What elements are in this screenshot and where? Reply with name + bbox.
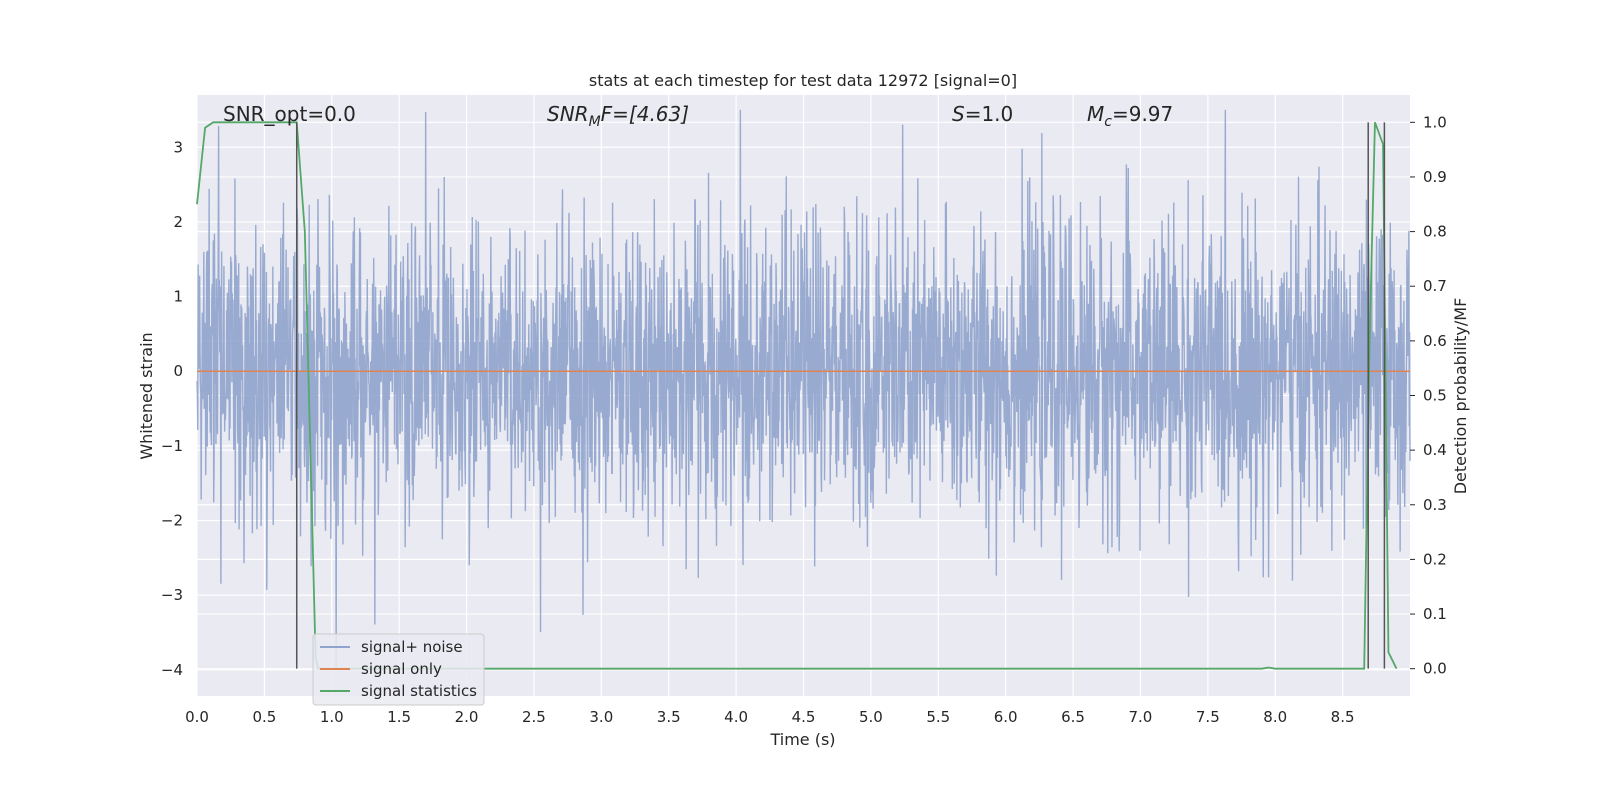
- x-tick-label: 4.5: [792, 708, 816, 726]
- annotation-s: S=1.0: [952, 102, 1013, 126]
- x-tick-label: 4.0: [724, 708, 748, 726]
- legend-label-noise: signal+ noise: [361, 638, 463, 656]
- y2-tick-label: 0.2: [1423, 550, 1447, 568]
- x-tick-label: 2.5: [522, 708, 546, 726]
- x-tick-label: 6.5: [1061, 708, 1085, 726]
- y-tick-label: 1: [173, 288, 183, 306]
- y2-tick-label: 0.5: [1423, 387, 1447, 405]
- annotation-mc: Mc=9.97: [1087, 102, 1173, 130]
- x-tick-label: 3.0: [589, 708, 613, 726]
- x-tick-label: 3.5: [657, 708, 681, 726]
- y-tick-label: 0: [173, 362, 183, 380]
- x-tick-label: 7.0: [1129, 708, 1153, 726]
- y2-tick-label: 0.6: [1423, 332, 1447, 350]
- annotation-snr-mf-sub: M: [589, 114, 601, 130]
- y2-tick-label: 0.7: [1423, 277, 1447, 295]
- annotation-s-main: S: [952, 102, 965, 126]
- y-axis-label: Whitened strain: [137, 332, 156, 459]
- y2-tick-label: 0.0: [1423, 660, 1447, 678]
- annotation-snr-mf: SNRMF=[4.63]: [547, 102, 689, 130]
- annotation-mc-rest: =9.97: [1112, 102, 1173, 126]
- legend: signal+ noise signal only signal statist…: [312, 633, 485, 706]
- annotation-s-rest: =1.0: [965, 102, 1014, 126]
- x-tick-label: 2.0: [455, 708, 479, 726]
- y-tick-labels: 3 2 1 0 −1 −2 −3 −4: [161, 138, 183, 679]
- x-tick-label: 0.5: [252, 708, 276, 726]
- y2-tick-label: 0.9: [1423, 168, 1447, 186]
- y-tick-label: −3: [161, 586, 183, 604]
- y2-tick-label: 1.0: [1423, 113, 1447, 131]
- signal-noise-series: [196, 109, 1411, 670]
- x-tick-label: 8.0: [1263, 708, 1287, 726]
- noise-trace: [196, 109, 1411, 670]
- x-tick-label: 1.5: [387, 708, 411, 726]
- x-tick-label: 8.5: [1331, 708, 1355, 726]
- y2-tick-label: 0.1: [1423, 605, 1447, 623]
- chart-title: stats at each timestep for test data 129…: [589, 71, 1017, 90]
- x-tick-label: 5.0: [859, 708, 883, 726]
- annotation-snr-opt: SNR_opt=0.0: [223, 102, 356, 126]
- y2-tick-label: 0.8: [1423, 223, 1447, 241]
- annotation-mc-sub: c: [1104, 114, 1112, 130]
- legend-box: [312, 633, 485, 706]
- x-axis-label: Time (s): [769, 730, 835, 749]
- annotation-snr-mf-rest: F=[4.63]: [601, 102, 689, 126]
- signal-statistics-series: [196, 121, 1398, 670]
- x-tick-label: 7.5: [1196, 708, 1220, 726]
- annotation-mc-main: M: [1087, 102, 1104, 126]
- y-tick-label: −4: [161, 661, 183, 679]
- vertical-markers: [295, 122, 1386, 669]
- y2-axis-label: Detection probability/MF: [1451, 298, 1470, 495]
- y2-tick-labels: 1.0 0.9 0.8 0.7 0.6 0.5 0.4 0.3 0.2 0.1 0.0: [1410, 113, 1447, 678]
- legend-label-signal: signal only: [361, 660, 442, 678]
- y-tick-label: −2: [161, 512, 183, 530]
- y2-tick-label: 0.4: [1423, 441, 1447, 459]
- statistics-trace: [196, 121, 1398, 670]
- x-tick-label: 6.0: [994, 708, 1018, 726]
- x-tick-label: 5.5: [926, 708, 950, 726]
- y-tick-label: −1: [161, 437, 183, 455]
- y2-tick-label: 0.3: [1423, 496, 1447, 514]
- annotation-snr-mf-main: SNR: [547, 102, 589, 126]
- x-tick-labels: 0.0 0.5 1.0 1.5 2.0 2.5 3.0 3.5 4.0 4.5 5.0 5.5 6.0 6…: [185, 708, 1354, 726]
- x-tick-label: 1.0: [320, 708, 344, 726]
- y-tick-label: 2: [173, 213, 183, 231]
- legend-label-stats: signal statistics: [361, 682, 477, 700]
- x-tick-label: 0.0: [185, 708, 209, 726]
- y-tick-label: 3: [173, 138, 183, 156]
